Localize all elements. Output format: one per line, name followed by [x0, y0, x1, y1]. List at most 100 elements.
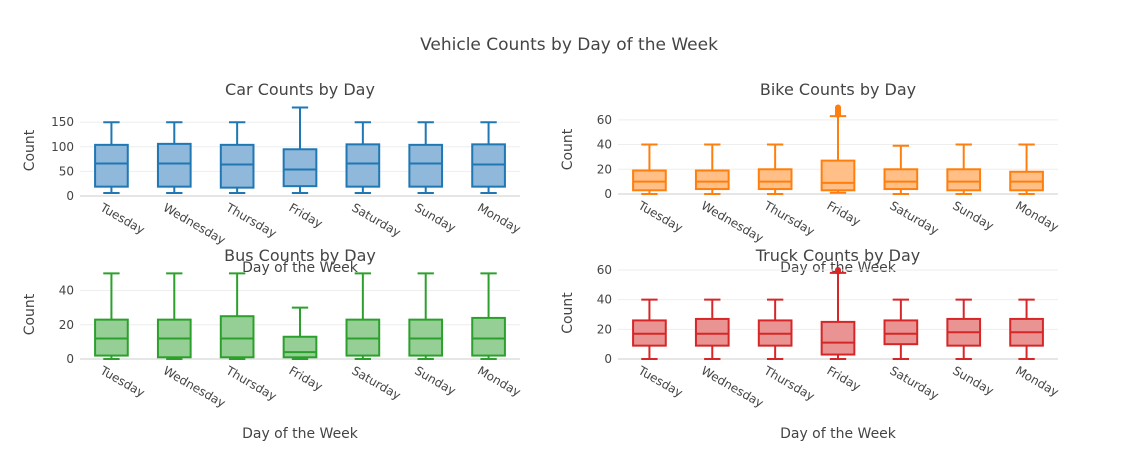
- box-tuesday: [94, 121, 129, 195]
- x-tick-label: Saturday: [887, 198, 941, 237]
- x-tick-label: Sunday: [412, 200, 458, 235]
- box-iqr: [694, 169, 730, 191]
- box-monday: [471, 121, 506, 195]
- box-iqr: [632, 169, 667, 192]
- outlier-point: [835, 104, 841, 111]
- x-tick-label: Friday: [287, 200, 326, 230]
- x-tick-label: Thursday: [761, 363, 817, 404]
- box-iqr: [408, 143, 444, 188]
- y-tick-label: 20: [597, 322, 612, 336]
- box-wednesday: [694, 143, 730, 195]
- y-axis-title: Count: [560, 292, 576, 334]
- box-tuesday: [632, 143, 667, 195]
- y-tick-label: 40: [59, 284, 74, 298]
- x-axis-title: Day of the Week: [242, 260, 359, 276]
- x-tick-label: Sunday: [950, 363, 996, 398]
- box-iqr: [883, 319, 919, 346]
- y-tick-label: 150: [51, 115, 74, 129]
- box-sunday: [408, 272, 444, 360]
- box-iqr: [820, 159, 856, 192]
- box-sunday: [408, 121, 444, 195]
- x-tick-label: Thursday: [223, 363, 279, 404]
- y-tick-label: 100: [51, 140, 74, 154]
- box-friday: [282, 106, 318, 195]
- box-iqr: [94, 143, 129, 188]
- box-iqr: [471, 316, 506, 357]
- box-monday: [471, 272, 506, 360]
- box-tuesday: [632, 298, 667, 360]
- x-tick-label: Thursday: [761, 198, 817, 239]
- box-saturday: [345, 121, 381, 195]
- box-iqr: [820, 320, 856, 356]
- x-axis-title: Day of the Week: [780, 426, 897, 442]
- x-tick-label: Sunday: [950, 198, 996, 233]
- box-thursday: [757, 298, 793, 360]
- x-tick-label: Tuesday: [635, 198, 685, 235]
- x-tick-label: Saturday: [349, 200, 403, 239]
- box-tuesday: [94, 272, 129, 360]
- x-tick-label: Wednesday: [699, 363, 766, 410]
- y-tick-label: 0: [66, 189, 74, 203]
- x-tick-label: Tuesday: [97, 363, 147, 400]
- box-friday: [820, 266, 856, 360]
- y-axis-title: Count: [22, 129, 38, 171]
- x-tick-label: Friday: [825, 363, 864, 393]
- x-tick-label: Friday: [825, 198, 864, 228]
- y-tick-label: 0: [604, 352, 612, 366]
- box-iqr: [345, 143, 381, 188]
- box-iqr: [282, 335, 318, 359]
- y-tick-label: 0: [604, 187, 612, 201]
- x-tick-label: Tuesday: [635, 363, 685, 400]
- box-iqr: [219, 315, 255, 359]
- x-tick-label: Saturday: [887, 363, 941, 402]
- figure-title: Vehicle Counts by Day of the Week: [420, 35, 718, 55]
- box-iqr: [757, 168, 793, 191]
- box-iqr: [946, 168, 982, 192]
- box-friday: [820, 104, 856, 194]
- box-iqr: [156, 142, 192, 188]
- x-tick-label: Tuesday: [97, 200, 147, 237]
- y-tick-label: 50: [59, 164, 74, 178]
- subplot-title: Bike Counts by Day: [760, 80, 916, 99]
- box-thursday: [219, 121, 255, 195]
- box-friday: [282, 306, 318, 360]
- y-axis-title: Count: [560, 128, 576, 170]
- y-axis-title: Count: [22, 293, 38, 335]
- y-tick-label: 0: [66, 352, 74, 366]
- subplot-title: Bus Counts by Day: [224, 246, 376, 265]
- y-tick-label: 20: [59, 318, 74, 332]
- x-tick-label: Thursday: [223, 200, 279, 241]
- x-tick-label: Friday: [287, 363, 326, 393]
- box-saturday: [883, 298, 919, 360]
- box-monday: [1009, 298, 1044, 360]
- box-iqr: [883, 168, 919, 191]
- box-iqr: [282, 148, 318, 188]
- x-tick-label: Monday: [1013, 363, 1061, 399]
- y-tick-label: 20: [597, 162, 612, 176]
- x-tick-label: Saturday: [349, 363, 403, 402]
- box-thursday: [757, 143, 793, 195]
- x-tick-label: Sunday: [412, 363, 458, 398]
- x-tick-label: Wednesday: [161, 200, 228, 247]
- y-tick-label: 60: [597, 113, 612, 127]
- x-tick-label: Monday: [475, 200, 523, 236]
- x-tick-label: Wednesday: [161, 363, 228, 410]
- box-wednesday: [694, 298, 730, 360]
- box-wednesday: [156, 272, 192, 360]
- outlier-point: [835, 266, 841, 273]
- x-axis-title: Day of the Week: [242, 426, 359, 442]
- x-tick-label: Wednesday: [699, 198, 766, 245]
- box-thursday: [219, 272, 255, 360]
- y-tick-label: 60: [597, 263, 612, 277]
- box-saturday: [883, 144, 919, 195]
- subplot-title: Car Counts by Day: [225, 80, 375, 99]
- x-tick-label: Monday: [1013, 198, 1061, 234]
- box-wednesday: [156, 121, 192, 195]
- y-tick-label: 40: [597, 293, 612, 307]
- subplot-title: Truck Counts by Day: [755, 246, 921, 265]
- box-saturday: [345, 272, 381, 360]
- box-iqr: [694, 317, 730, 347]
- box-sunday: [946, 143, 982, 195]
